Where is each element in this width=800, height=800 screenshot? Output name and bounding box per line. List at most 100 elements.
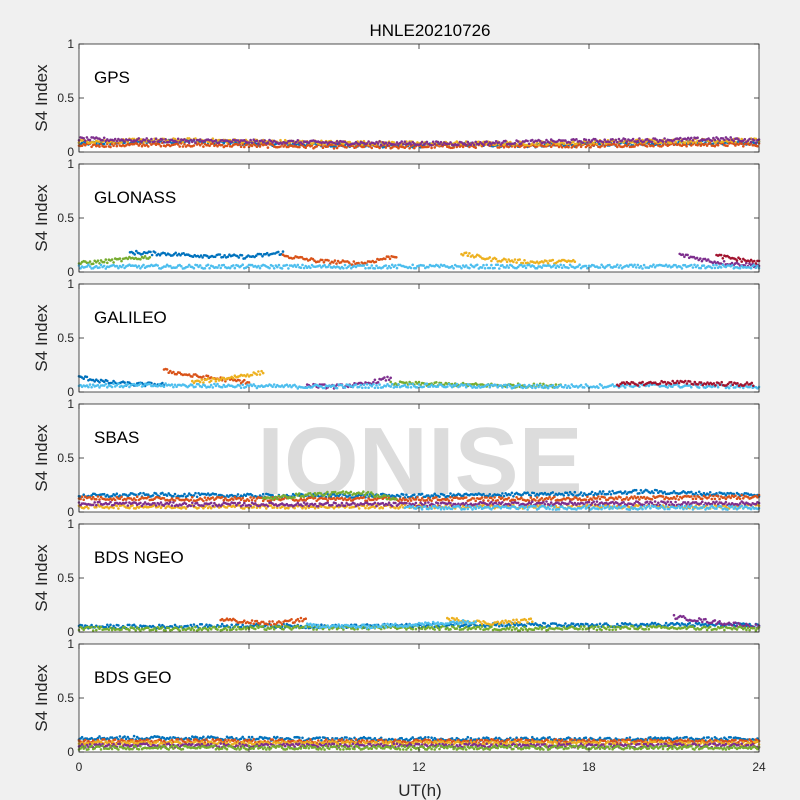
data-point	[562, 264, 566, 267]
panel-label: GALILEO	[94, 308, 167, 327]
data-point	[236, 493, 240, 496]
data-point	[694, 497, 698, 501]
y-tick-label: 0.5	[57, 211, 74, 225]
data-point	[411, 263, 415, 267]
data-point	[85, 265, 89, 268]
data-point	[471, 254, 474, 257]
data-point	[213, 255, 217, 259]
data-point	[625, 496, 629, 499]
data-point	[214, 139, 218, 142]
data-point	[102, 260, 106, 264]
data-point	[518, 258, 521, 261]
data-point	[181, 140, 185, 144]
data-point	[218, 253, 222, 256]
data-point	[661, 140, 665, 143]
data-point	[535, 260, 539, 264]
data-point	[408, 497, 411, 500]
data-point	[372, 383, 375, 386]
data-point	[348, 264, 352, 267]
data-point	[394, 501, 397, 505]
data-point	[535, 266, 539, 270]
data-point	[205, 498, 208, 502]
data-point	[575, 142, 578, 146]
data-point	[198, 143, 202, 147]
data-point	[162, 140, 166, 144]
data-point	[650, 140, 654, 144]
data-point	[384, 264, 388, 267]
data-point	[367, 140, 370, 143]
data-point	[619, 264, 622, 267]
data-point	[113, 137, 117, 141]
data-point	[106, 379, 109, 383]
data-point	[140, 140, 144, 143]
series-sat4	[77, 136, 761, 147]
data-point	[258, 266, 262, 270]
data-point	[425, 140, 429, 144]
data-point	[554, 266, 558, 270]
data-point	[700, 259, 704, 263]
data-point	[364, 267, 367, 270]
series-group	[77, 249, 761, 270]
data-point	[241, 383, 244, 387]
data-point	[581, 141, 584, 144]
data-point	[419, 142, 422, 146]
data-point	[233, 266, 237, 270]
data-point	[115, 504, 119, 508]
data-point	[342, 142, 345, 146]
data-point	[564, 383, 567, 387]
data-point	[650, 265, 654, 268]
data-point	[534, 386, 537, 390]
data-point	[335, 262, 338, 265]
data-point	[708, 494, 712, 497]
data-point	[690, 495, 693, 498]
data-point	[598, 497, 602, 501]
data-point	[112, 261, 115, 264]
data-point	[187, 141, 191, 144]
data-point	[567, 493, 570, 497]
data-point	[192, 138, 196, 142]
data-point	[612, 140, 616, 144]
data-point	[148, 140, 152, 143]
data-point	[592, 141, 595, 145]
data-point	[209, 379, 213, 383]
data-point	[390, 263, 394, 267]
data-point	[742, 145, 745, 148]
data-point	[179, 254, 182, 257]
data-point	[501, 496, 504, 500]
data-point	[471, 141, 474, 144]
data-point	[575, 145, 578, 149]
data-point	[247, 145, 251, 149]
data-point	[402, 493, 405, 496]
data-point	[261, 254, 264, 258]
data-point	[243, 257, 247, 260]
data-point	[452, 267, 455, 270]
data-point	[154, 137, 158, 140]
data-point	[414, 498, 418, 501]
data-point	[714, 384, 717, 387]
data-point	[194, 141, 197, 144]
data-point	[683, 255, 686, 259]
data-point	[414, 266, 418, 270]
data-point	[494, 257, 498, 261]
data-point	[263, 139, 267, 142]
data-point	[191, 495, 194, 499]
data-point	[161, 138, 164, 141]
data-point	[475, 263, 479, 267]
data-point	[147, 495, 150, 499]
data-point	[88, 138, 92, 142]
data-point	[243, 501, 246, 505]
data-point	[110, 385, 114, 389]
data-point	[461, 145, 465, 149]
data-point	[549, 145, 553, 149]
data-point	[250, 144, 254, 148]
data-point	[250, 263, 254, 267]
data-point	[381, 506, 385, 510]
data-point	[307, 141, 311, 145]
data-point	[80, 495, 84, 499]
data-point	[408, 147, 411, 150]
data-point	[232, 498, 235, 501]
data-point	[280, 267, 284, 270]
data-point	[756, 144, 759, 148]
data-point	[479, 255, 482, 258]
data-point	[123, 381, 126, 384]
